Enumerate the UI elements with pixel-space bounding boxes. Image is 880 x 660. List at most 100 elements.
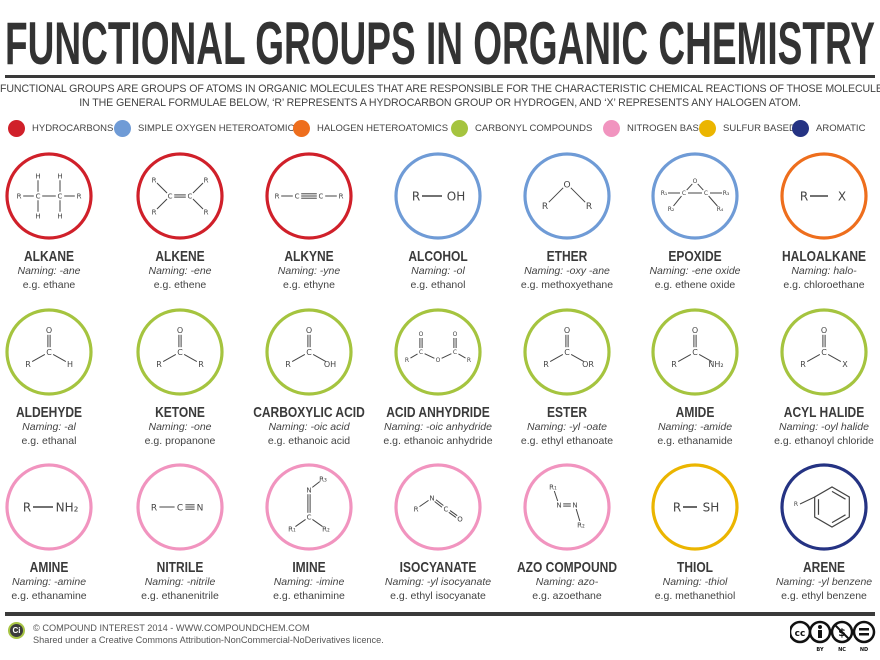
legend-swatch [293,119,310,137]
legend-swatch [603,119,620,137]
benzene-ring [814,486,850,528]
legend-label: HALOGEN HETEROATOMICS [317,122,449,134]
bond-line [311,481,321,488]
bond-line [673,195,682,207]
naming-rule: Naming: -ene oxide [649,265,741,277]
atom-label: C [177,348,183,357]
example: e.g. propanone [144,435,216,447]
atom-label: R [285,360,291,369]
atom-label: R₁ [661,190,668,197]
group-name: ALKANE [24,248,74,265]
atom-label: R [671,360,677,369]
example: e.g. ethyl benzene [781,590,867,602]
atom-label: R₂ [577,522,585,530]
atom-label: X [838,189,846,203]
example: e.g. ethyne [283,279,335,291]
naming-rule: Naming: -ol [411,265,465,277]
atom-label: R [275,193,280,201]
bond-line [156,182,168,194]
atom-label: N [572,502,577,510]
example: e.g. ethanoic anhydride [383,435,493,447]
atom-label: OH [447,189,465,203]
atom-label: C [295,193,300,201]
structure-diagram: O C R OR [523,308,611,396]
atom-label: R₃ [319,476,327,484]
group-card-alkene: R R C C R R ALKENE Naming: -ene e.g. ethene [110,150,250,292]
atom-label: H [57,213,62,221]
example: e.g. ethanol [410,279,466,291]
atom-label: C [307,514,312,522]
bond-line [708,195,718,207]
naming-rule: Naming: -nitrile [144,576,216,588]
group-name: ISOCYANATE [399,559,477,576]
example: e.g. methoxyethane [520,279,614,291]
structure-diagram: R OH [394,152,482,240]
category-ring [265,152,353,240]
atom-label: SH [703,500,720,514]
bond-line [449,510,458,517]
group-name: AMIDE [675,404,715,421]
category-ring [5,152,93,240]
naming-rule: Naming: -thiol [662,576,728,588]
naming-rule: Naming: -yl benzene [775,576,873,588]
atom-label: O [457,516,463,524]
group-name: KETONE [155,404,205,421]
category-ring [394,308,482,396]
equals-bottom [859,633,869,636]
atom-label: C [188,193,193,201]
legend-label: CARBONYL COMPOUNDS [475,122,593,134]
bond-line [806,353,821,363]
bond-line [549,353,564,363]
group-name: EPOXIDE [668,248,722,265]
structure-diagram: N R₃ C R₁ R₂ [265,463,353,551]
category-ring [265,463,353,551]
bond-line [410,353,418,359]
category-ring [136,308,224,396]
svg-text:FUNCTIONAL GROUPS IN ORGANIC C: FUNCTIONAL GROUPS IN ORGANIC CHEMISTRY [5,10,875,72]
bond-line [192,198,204,210]
group-name: ACYL HALIDE [783,404,865,421]
legend-item: HYDROCARBONS [8,119,113,137]
atom-label: O [692,326,698,335]
atom-label: C [692,348,698,357]
naming-rule: Naming: -amide [657,421,733,433]
atom-label: H [35,213,40,221]
group-name: ALKENE [155,248,205,265]
example: e.g. ethanoyl chloride [774,435,874,447]
title-divider [5,75,875,78]
bond-line [570,353,585,363]
category-ring [5,463,93,551]
naming-rule: Naming: -amine [11,576,87,588]
atom-label: R [542,202,548,212]
category-ring [136,463,224,551]
group-card-alkyne: R C C R ALKYNE Naming: -yne e.g. ethyne [239,150,379,292]
bond-line [183,353,198,363]
legend-item: SULFUR BASED [699,119,796,137]
group-card-azo-compound: R₁ N N R₂ AZO COMPOUND Naming: azo- e.g. azo… [497,461,637,603]
category-ring [780,152,868,240]
atom-label: R [151,503,157,513]
atom-label: C [319,193,324,201]
group-card-alkane: R C C R H H H H ALKANE Naming: -ane e.g. ethane [0,150,119,292]
atom-label: R [467,357,471,364]
equals-top [859,628,869,631]
category-ring [394,152,482,240]
atom-label: O [177,326,183,335]
atom-label: O [453,331,458,338]
naming-rule: Naming: -ane [17,265,81,277]
atom-label: O [419,331,424,338]
bond-line [31,353,46,363]
bond-line [799,496,815,505]
group-card-amide: O C R NH₂ AMIDE Naming: -amide e.g. ethanami… [625,306,765,448]
atom-label: R₂ [322,526,330,534]
bond-line [435,499,444,506]
group-name: ESTER [546,404,587,421]
atom-label: C [682,190,686,197]
atom-label: H [67,360,73,369]
example: e.g. ethyl ethanoate [520,435,614,447]
legend-swatch [114,119,131,137]
bond-line [434,501,443,508]
structure-diagram: O C R R [136,308,224,396]
atom-label: O [563,180,570,190]
